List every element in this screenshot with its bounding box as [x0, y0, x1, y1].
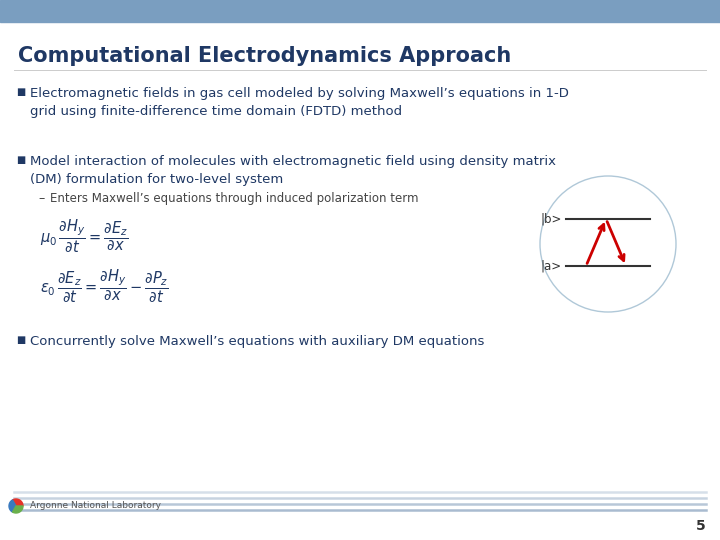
Text: Argonne National Laboratory: Argonne National Laboratory	[30, 502, 161, 510]
Text: $\mu_0\,\dfrac{\partial H_y}{\partial t} = \dfrac{\partial E_z}{\partial x}$: $\mu_0\,\dfrac{\partial H_y}{\partial t}…	[40, 218, 128, 255]
Text: ■: ■	[16, 155, 25, 165]
Text: 5: 5	[696, 519, 706, 533]
Text: ■: ■	[16, 87, 25, 97]
Polygon shape	[12, 499, 23, 506]
Text: Computational Electrodynamics Approach: Computational Electrodynamics Approach	[18, 46, 511, 66]
Polygon shape	[9, 500, 16, 512]
Text: Electromagnetic fields in gas cell modeled by solving Maxwell’s equations in 1-D: Electromagnetic fields in gas cell model…	[30, 87, 569, 118]
Text: Concurrently solve Maxwell’s equations with auxiliary DM equations: Concurrently solve Maxwell’s equations w…	[30, 335, 485, 348]
Text: –: –	[38, 192, 44, 205]
Text: Enters Maxwell’s equations through induced polarization term: Enters Maxwell’s equations through induc…	[50, 192, 418, 205]
Text: |a>: |a>	[541, 260, 562, 273]
Bar	[0, 0, 720, 22]
Text: ■: ■	[16, 335, 25, 345]
Polygon shape	[12, 506, 23, 513]
Text: |b>: |b>	[541, 213, 562, 226]
Text: Model interaction of molecules with electromagnetic field using density matrix
(: Model interaction of molecules with elec…	[30, 155, 556, 186]
Text: $\varepsilon_0\,\dfrac{\partial E_z}{\partial t} = \dfrac{\partial H_y}{\partial: $\varepsilon_0\,\dfrac{\partial E_z}{\pa…	[40, 268, 168, 305]
